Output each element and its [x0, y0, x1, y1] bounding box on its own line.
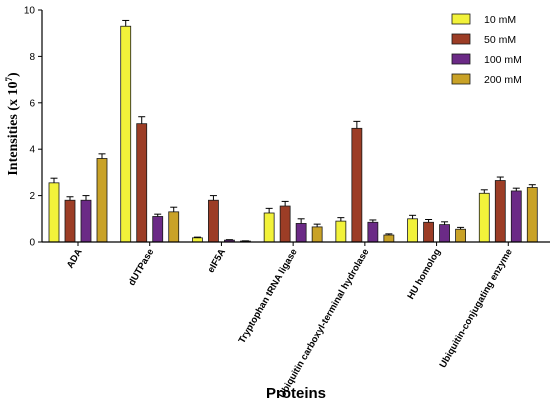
bar	[152, 216, 164, 243]
bar	[335, 220, 347, 243]
legend-swatch	[451, 53, 471, 65]
bar	[136, 123, 148, 243]
bar	[510, 190, 522, 243]
bar	[279, 205, 291, 243]
y-axis: 0 2 4 6 8 10	[24, 6, 43, 249]
y-axis-title-main: Intensities (x 10	[6, 82, 21, 176]
y-axis-title-exponent: 7	[4, 77, 14, 82]
bar	[423, 221, 434, 243]
y-tick-label: 10	[24, 6, 36, 17]
category-label: HU homolog	[405, 247, 443, 302]
bar	[351, 127, 363, 243]
x-axis-title: Proteins	[266, 385, 326, 402]
bar	[96, 158, 108, 243]
legend-label: 50 mM	[484, 34, 516, 46]
bar	[383, 234, 395, 243]
y-tick-label: 0	[29, 238, 35, 249]
bar	[168, 211, 180, 243]
bar	[208, 199, 219, 243]
legend-swatch	[451, 73, 471, 85]
legend-label: 10 mM	[484, 14, 516, 26]
legend: 10 mM 50 mM 100 mM 200 mM	[451, 13, 522, 86]
bar	[80, 199, 92, 243]
category-label: ADA	[65, 247, 85, 270]
svg-text:Intensities (x 107): Intensities (x 107)	[4, 72, 21, 176]
category-label: Ubiquitin-conjugating enzyme	[438, 247, 515, 370]
category-label: dUTPase	[126, 247, 156, 288]
bar	[494, 180, 506, 243]
category-labels: ADA dUTPase eIF5A Tryptophan tRNA ligaseUbi…	[65, 247, 515, 400]
legend-swatch	[451, 33, 471, 45]
bar	[455, 228, 466, 243]
legend-label: 100 mM	[484, 54, 522, 66]
y-axis-title: Intensities (x 107)	[4, 72, 21, 176]
y-tick-label: 2	[29, 191, 35, 202]
y-tick-label: 4	[29, 145, 35, 156]
x-axis	[42, 241, 550, 246]
y-tick-label: 6	[29, 98, 35, 109]
bar	[407, 218, 418, 243]
bar	[120, 25, 132, 243]
legend-label: 200 mM	[484, 74, 522, 86]
bar	[48, 182, 60, 243]
bar	[478, 192, 490, 243]
bar	[526, 187, 538, 243]
y-tick-label: 8	[29, 52, 35, 63]
bar	[64, 199, 76, 243]
category-label: eIF5A	[206, 247, 229, 275]
legend-swatch	[451, 13, 471, 25]
y-axis-title-close: )	[6, 72, 21, 77]
bar	[295, 223, 307, 243]
bar	[311, 226, 323, 243]
category-label: Ubiquitin carboxyl-terminal hydrolase	[277, 247, 372, 400]
bar	[439, 224, 450, 243]
bar	[192, 237, 203, 243]
category-label: Tryptophan tRNA ligase	[237, 247, 300, 345]
bar	[367, 221, 379, 243]
bar	[263, 212, 275, 243]
